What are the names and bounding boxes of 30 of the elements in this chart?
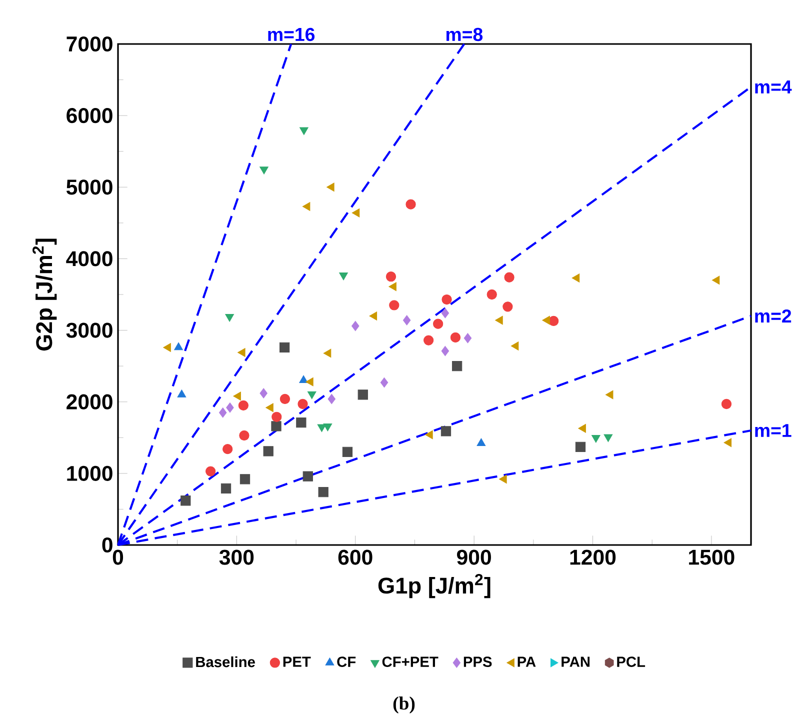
- legend-label: PAN: [562, 656, 590, 667]
- y-tick-label: 0: [102, 537, 112, 553]
- y-tick-label: 7000: [66, 36, 112, 52]
- legend-label: PA: [518, 656, 536, 667]
- x-tick-label: 0: [112, 550, 124, 565]
- y-tick-label: 5000: [66, 180, 112, 195]
- y-tick-label: 1000: [67, 466, 112, 481]
- x-axis-title: G1p [J/m$^{2}$]: [378, 574, 490, 598]
- legend-label: CF+PET: [382, 656, 438, 667]
- series-label: m=4: [755, 80, 792, 94]
- y-tick-label: 3000: [66, 322, 112, 338]
- series-label: m=1: [755, 424, 792, 437]
- text: (b): [393, 696, 415, 714]
- legend-label: PPS: [464, 656, 492, 667]
- x-tick-label: 900: [457, 550, 491, 565]
- series-label: m=8: [446, 28, 483, 42]
- y-tick-label: 2000: [66, 394, 112, 410]
- legend-label: PET: [283, 656, 311, 667]
- y-axis-title: G2p [J/m$^{2}$]: [32, 238, 57, 351]
- series-label: m=16: [268, 28, 315, 42]
- legend-label: Baseline: [196, 656, 255, 668]
- y-tick-label: 4000: [66, 251, 112, 266]
- series-label: m=2: [755, 309, 792, 322]
- x-tick-label: 300: [219, 550, 254, 565]
- x-tick-label: 1200: [570, 550, 616, 565]
- x-tick-label: 1500: [689, 550, 734, 565]
- y-tick-label: 6000: [66, 108, 112, 124]
- legend-label: PCL: [617, 656, 646, 667]
- legend-label: CF: [337, 656, 356, 667]
- x-tick-label: 600: [338, 550, 372, 565]
